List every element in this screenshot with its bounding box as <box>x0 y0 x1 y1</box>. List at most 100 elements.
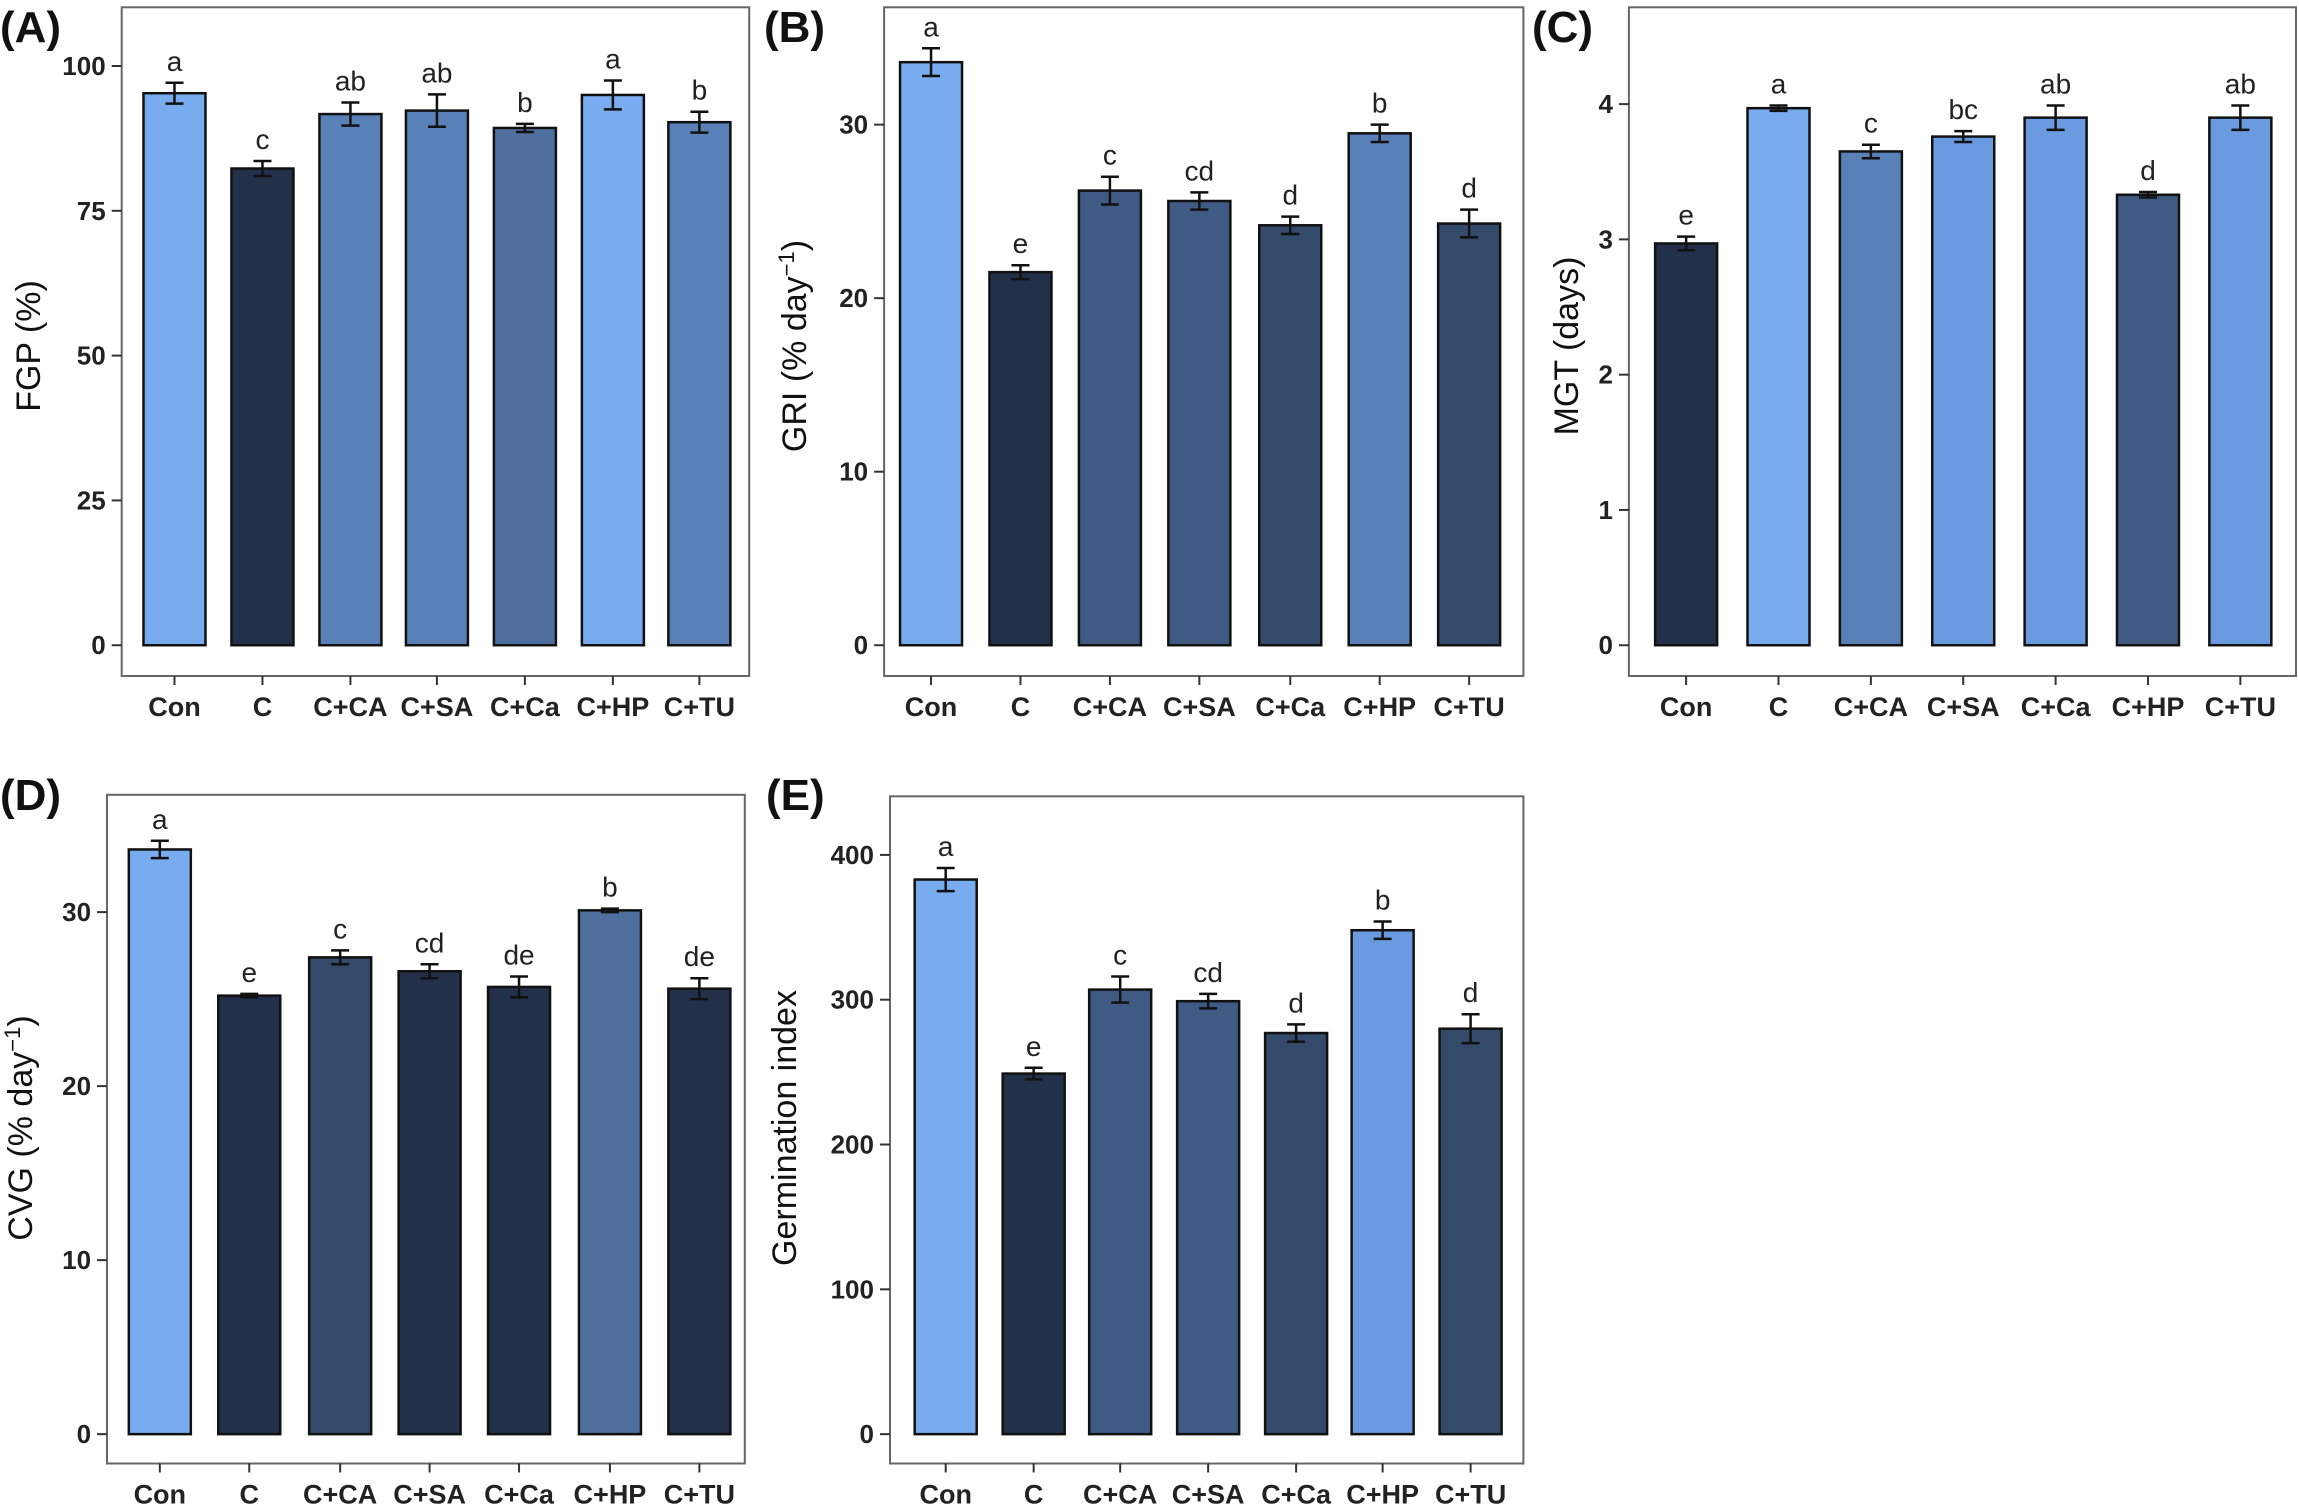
significance-label: e <box>241 957 257 988</box>
significance-label: b <box>1375 885 1391 916</box>
y-tick-label: 200 <box>831 1130 874 1160</box>
y-tick-label: 1 <box>1598 495 1612 525</box>
category-label: C+CA <box>1834 692 1908 722</box>
y-axis-title: FGP (%) <box>10 280 48 412</box>
significance-label: e <box>1013 228 1029 259</box>
bar <box>486 985 552 1436</box>
significance-label: a <box>1771 68 1787 99</box>
y-tick-label: 3 <box>1598 224 1612 254</box>
bar <box>667 120 732 647</box>
bar <box>898 60 964 647</box>
category-label: C+Ca <box>490 692 561 722</box>
category-label: Con <box>1660 692 1712 722</box>
y-tick-label: 400 <box>831 840 874 870</box>
significance-label: a <box>923 11 939 42</box>
panel-a: (A) 0 25 50 75 100 a Con c Cab C+CA ab C+SA b C+Ca a C+… <box>0 3 751 722</box>
bar <box>667 987 732 1436</box>
bar <box>318 112 383 647</box>
plot-frame <box>1627 6 2297 678</box>
significance-label: e <box>1026 1031 1042 1062</box>
category-label: C+CA <box>303 1479 377 1506</box>
category-label: Con <box>148 692 200 722</box>
bar <box>142 91 207 647</box>
significance-label: b <box>692 75 708 106</box>
bar <box>1350 928 1415 1436</box>
panel-c: (C) 0 1 2 3 4 e Con a Cc C+CA bc C+SA ab C+Ca d C+HP ab C… <box>1532 3 2297 722</box>
category-label: C+TU <box>1433 692 1504 722</box>
y-tick-label: 0 <box>1598 630 1612 660</box>
significance-label: bc <box>1948 94 1978 125</box>
bar <box>127 848 193 1436</box>
panel-label: (B) <box>764 3 825 52</box>
bar <box>1077 189 1143 647</box>
bar <box>1167 199 1232 647</box>
bar <box>404 109 470 647</box>
significance-label: a <box>152 804 168 835</box>
category-label: C <box>1024 1479 1044 1506</box>
significance-label: cd <box>1193 957 1223 988</box>
y-axis-title: CVG (% day−1) <box>0 1015 40 1240</box>
plot-frame <box>883 6 1525 678</box>
significance-label: ab <box>335 65 366 96</box>
y-axis-title-main: CVG (% day <box>2 1052 40 1241</box>
category-label: C+SA <box>393 1479 466 1506</box>
bar <box>492 126 558 647</box>
bar <box>577 909 643 1436</box>
y-tick-label: 4 <box>1598 89 1613 119</box>
bar <box>988 270 1053 647</box>
y-tick-label: 0 <box>860 1419 874 1449</box>
bar <box>2208 116 2273 647</box>
panel-label: (C) <box>1532 3 1593 52</box>
significance-label: c <box>1113 940 1127 971</box>
bar <box>1001 1072 1066 1436</box>
category-label: Con <box>134 1479 186 1506</box>
bar <box>1258 224 1323 647</box>
significance-label: e <box>1678 200 1694 231</box>
significance-label: b <box>1372 88 1388 119</box>
y-tick-label: 10 <box>839 457 868 487</box>
bar <box>307 956 373 1436</box>
y-axis-title: MGT (days) <box>1548 257 1586 436</box>
y-tick-label: 25 <box>77 485 106 515</box>
significance-label: a <box>605 43 621 74</box>
bar <box>217 994 282 1436</box>
significance-label: c <box>1864 108 1878 139</box>
y-axis-title-main: GRI (% day <box>776 276 814 452</box>
category-label: C+Ca <box>1261 1479 1332 1506</box>
category-label: C+Ca <box>484 1479 555 1506</box>
category-label: C+TU <box>664 1479 735 1506</box>
y-tick-label: 100 <box>62 51 105 81</box>
significance-label: cd <box>415 927 445 958</box>
significance-label: d <box>1288 987 1304 1018</box>
bar <box>1653 242 1719 647</box>
panel-e: (E) 0 100 200 300 400 a Con e Cc C+CA cd C+SA d C+Ca b… <box>766 771 1525 1506</box>
category-label: C+CA <box>313 692 387 722</box>
y-axis-title-sup: −1 <box>774 251 799 276</box>
category-label: C+TU <box>1435 1479 1506 1506</box>
y-axis-title-end: ) <box>2 1015 40 1026</box>
category-label: C+HP <box>576 692 649 722</box>
category-label: C <box>1769 692 1789 722</box>
y-axis-title: Germination index <box>766 990 804 1266</box>
significance-label: d <box>1463 977 1479 1008</box>
category-label: C+HP <box>574 1479 647 1506</box>
significance-label: a <box>938 831 954 862</box>
category-label: C+SA <box>1172 1479 1245 1506</box>
category-label: C+SA <box>1927 692 2000 722</box>
bar <box>580 93 646 647</box>
y-tick-label: 50 <box>77 341 106 371</box>
bar <box>1436 222 1502 647</box>
significance-label: c <box>255 124 269 155</box>
bar <box>1087 988 1153 1436</box>
category-label: C+SA <box>1163 692 1236 722</box>
bar <box>1746 106 1811 647</box>
category-label: C+HP <box>2112 692 2185 722</box>
category-label: C+Ca <box>1255 692 1326 722</box>
y-axis-title-sup: −1 <box>0 1027 25 1052</box>
significance-label: d <box>2140 155 2156 186</box>
significance-label: c <box>333 913 347 944</box>
category-label: C <box>253 692 273 722</box>
significance-label: a <box>167 46 183 77</box>
y-tick-label: 10 <box>62 1245 91 1275</box>
